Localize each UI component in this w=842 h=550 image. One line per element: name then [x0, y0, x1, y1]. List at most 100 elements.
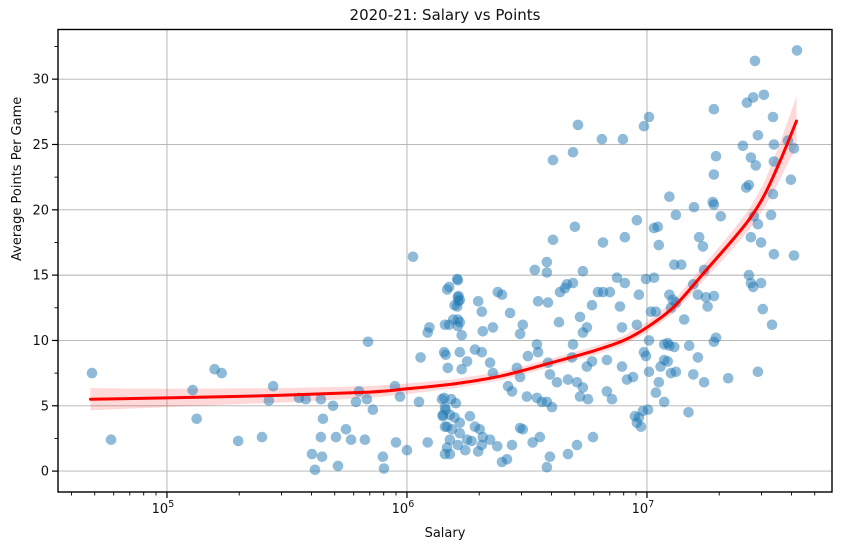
- scatter-point: [708, 290, 720, 302]
- scatter-point: [747, 92, 759, 103]
- scatter-point: [514, 328, 526, 340]
- scatter-point: [443, 281, 455, 293]
- scatter-point: [551, 377, 563, 388]
- scatter-point: [587, 431, 599, 443]
- scatter-point: [547, 154, 559, 166]
- scatter-point: [617, 133, 629, 145]
- scatter-point: [345, 434, 357, 446]
- scatter-point: [766, 319, 778, 331]
- scatter-point: [187, 384, 198, 396]
- scatter-point: [506, 439, 518, 451]
- scatter-point: [767, 188, 779, 200]
- scatter-point: [616, 322, 628, 333]
- scatter-point: [544, 369, 556, 380]
- scatter-point: [267, 380, 279, 392]
- scatter-point: [476, 306, 488, 318]
- scatter-point: [501, 454, 513, 465]
- scatter-point: [577, 265, 589, 277]
- scatter-point: [450, 397, 462, 409]
- scatter-point: [708, 169, 720, 180]
- scatter-point: [390, 437, 402, 448]
- scatter-point: [452, 439, 464, 451]
- scatter-point: [614, 301, 626, 312]
- scatter-point: [476, 346, 488, 358]
- scatter-point: [442, 362, 454, 374]
- scatter-point: [597, 237, 609, 248]
- scatter-point: [752, 366, 764, 378]
- scatter-point: [256, 431, 268, 443]
- y-tick-label: 20: [32, 203, 49, 218]
- scatter-point: [633, 289, 645, 301]
- scatter-point: [532, 346, 544, 358]
- scatter-point: [401, 444, 413, 456]
- scatter-point: [531, 339, 543, 350]
- scatter-point: [633, 412, 645, 423]
- scatter-point: [767, 111, 779, 123]
- scatter-point: [577, 382, 589, 393]
- scatter-point: [567, 147, 579, 158]
- scatter-point: [541, 256, 553, 268]
- scatter-point: [514, 371, 526, 383]
- scatter-point: [768, 139, 780, 150]
- plot-border: [57, 28, 833, 493]
- scatter-point: [574, 311, 586, 323]
- scatter-point: [750, 160, 762, 171]
- scatter-point: [785, 174, 797, 185]
- scatter-point: [492, 441, 503, 452]
- scatter-point: [361, 393, 373, 405]
- scatter-point: [415, 352, 426, 363]
- scatter-point: [86, 367, 98, 379]
- scatter-point: [504, 307, 516, 319]
- scatter-point: [643, 366, 655, 378]
- scatter-point: [619, 231, 631, 243]
- scatter-point: [394, 391, 406, 402]
- scatter-point: [638, 120, 650, 132]
- scatter-point: [631, 319, 643, 331]
- y-axis-label-text: Average Points Per Game: [10, 96, 25, 261]
- scatter-point: [791, 45, 803, 56]
- scatter-point: [521, 391, 533, 402]
- scatter-point: [708, 103, 720, 115]
- scatter-point: [496, 289, 508, 301]
- scatter-point: [601, 386, 613, 397]
- x-tick-label: 107: [632, 499, 655, 517]
- scatter-point: [683, 407, 694, 418]
- scatter-point: [359, 434, 371, 446]
- scatter-point: [487, 322, 499, 333]
- scatter-point: [306, 448, 318, 460]
- scatter-point: [547, 234, 559, 246]
- scatter-point: [788, 250, 800, 261]
- scatter-point: [527, 437, 538, 448]
- scatter-point: [541, 461, 553, 473]
- y-tick-label: 15: [32, 269, 49, 284]
- scatter-point: [407, 251, 419, 263]
- scatter-point: [758, 89, 770, 101]
- scatter-point: [452, 275, 464, 286]
- scatter-point: [631, 214, 643, 226]
- scatter-point: [643, 111, 655, 123]
- scatter-point: [670, 366, 682, 378]
- scatter-point: [444, 448, 456, 460]
- scatter-point: [757, 303, 769, 315]
- scatter-point: [582, 393, 594, 405]
- scatter-point: [692, 289, 704, 301]
- scatter-point: [643, 335, 655, 346]
- scatter-point: [315, 393, 327, 405]
- scatter-point: [640, 273, 652, 285]
- scatter-point: [653, 377, 665, 388]
- scatter-point: [710, 332, 722, 344]
- scatter-point: [693, 231, 705, 243]
- scatter-point: [697, 241, 709, 252]
- scatter-point: [378, 463, 390, 474]
- scatter-point: [448, 314, 459, 325]
- scatter-point: [619, 277, 631, 289]
- scatter-point: [367, 404, 379, 416]
- scatter-point: [581, 322, 593, 333]
- scatter-point: [567, 277, 579, 289]
- y-tick-label: 10: [32, 334, 49, 349]
- scatter-point: [692, 352, 704, 363]
- scatter-point: [517, 319, 529, 331]
- scatter-point: [664, 191, 675, 202]
- scatter-point: [440, 349, 452, 361]
